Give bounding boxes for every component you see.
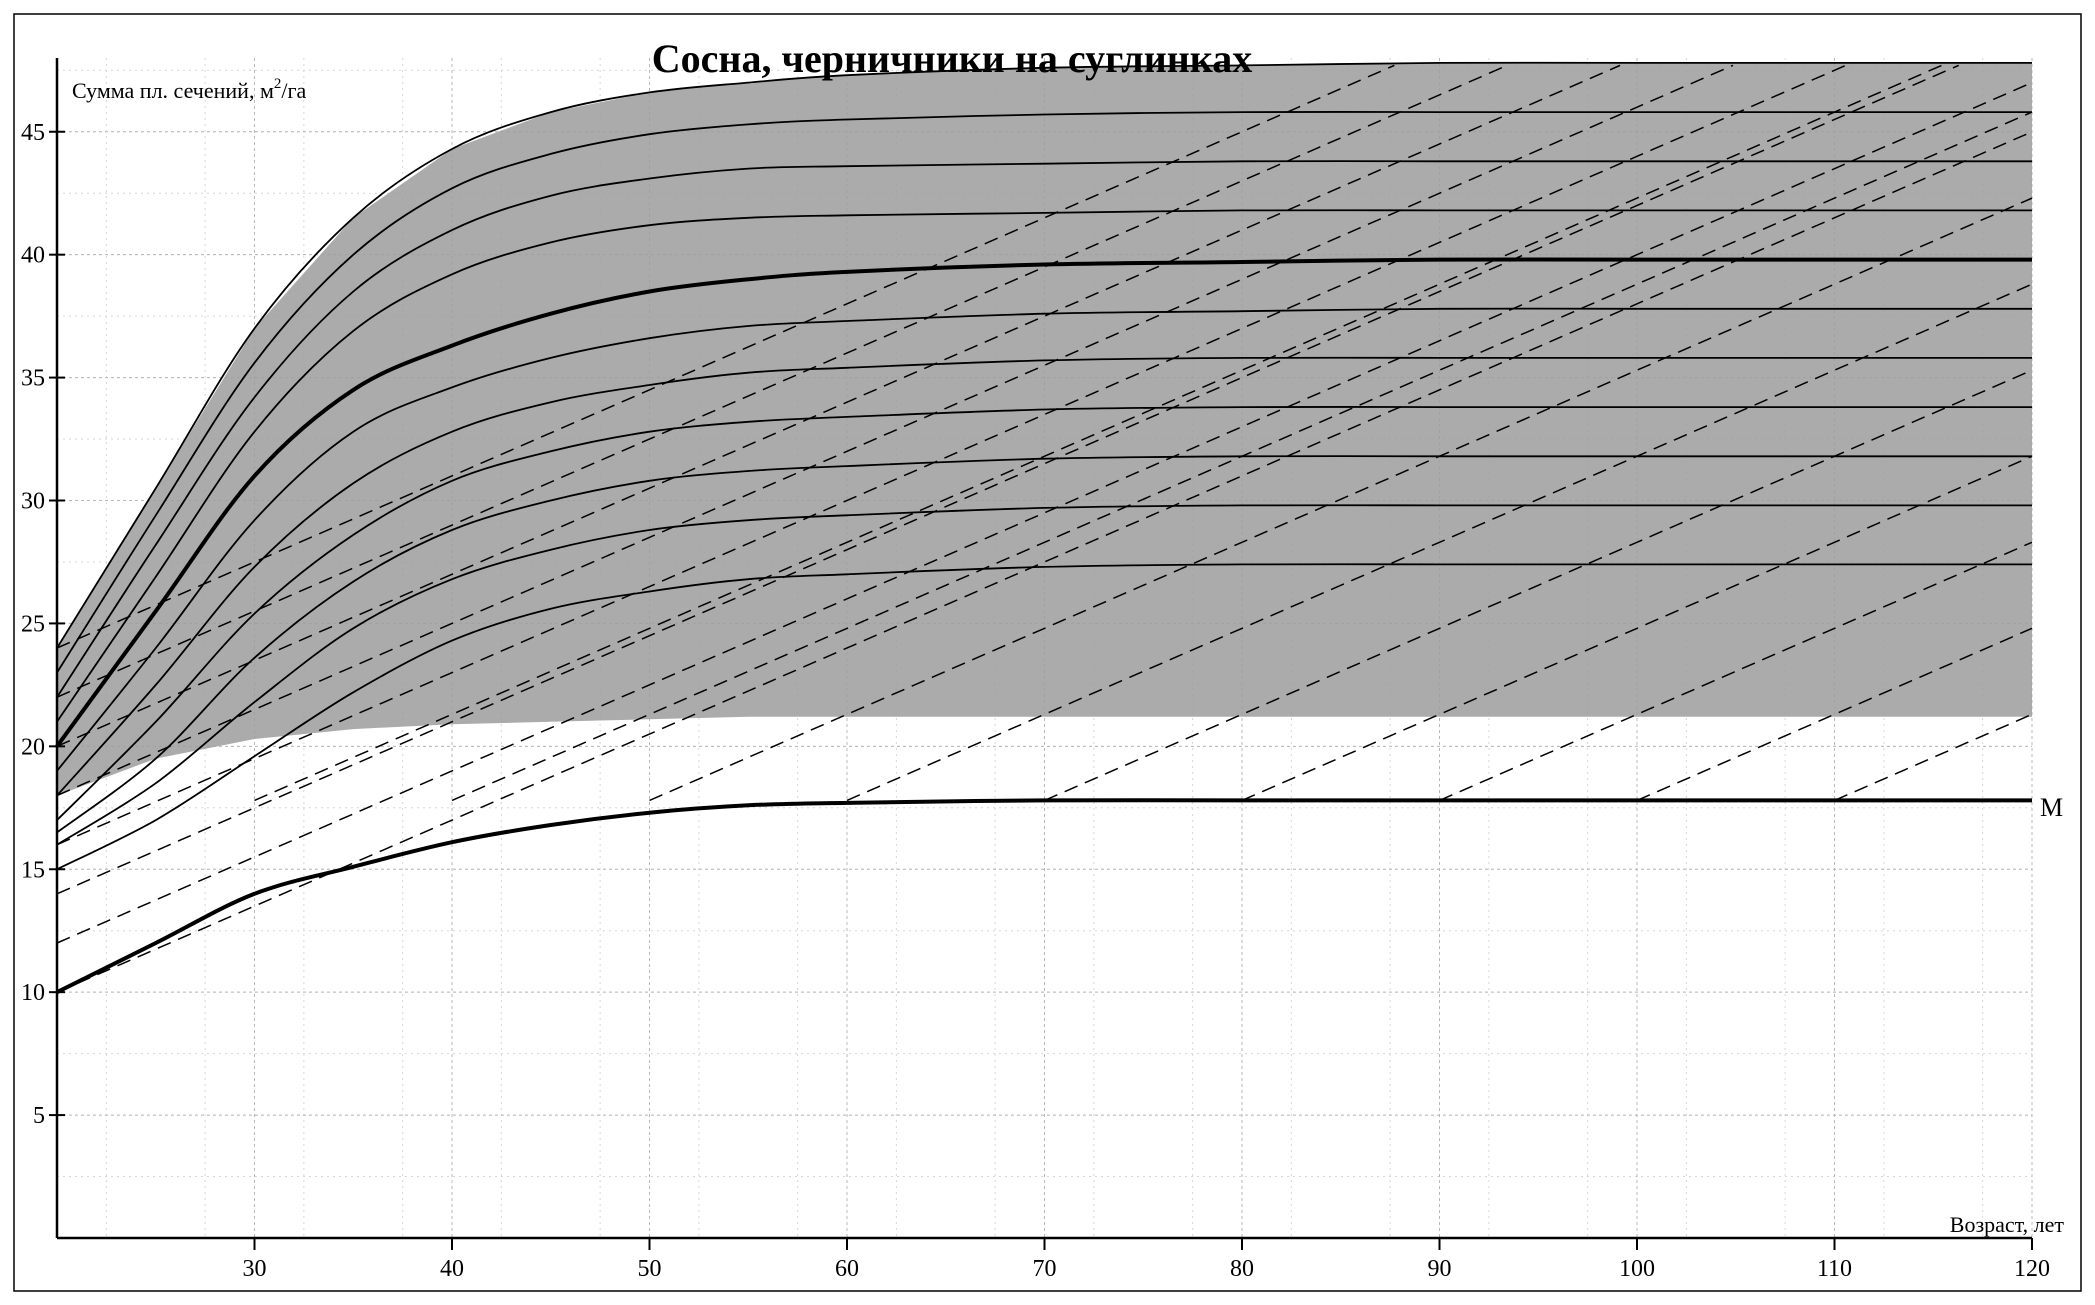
normal-density-curve (55, 257, 2032, 748)
dashed-line (1044, 369, 2033, 802)
y-tick-label: 10 (21, 980, 45, 1006)
x-tick-label: 80 (1230, 1256, 1254, 1282)
x-tick-label: 110 (1817, 1256, 1852, 1282)
density-curve (56, 563, 2032, 871)
dashed-line (1241, 455, 2033, 802)
density-curve (56, 111, 2032, 674)
shaded-band (57, 62, 2032, 796)
shaded-band-area (57, 62, 2032, 796)
y-tick-label: 45 (21, 120, 45, 146)
dashed-line (56, 64, 1847, 846)
x-tick-label: 120 (2014, 1256, 2050, 1282)
y-axis-label-main: Сумма пл. сечений, м (72, 78, 274, 103)
y-tick-label: 25 (21, 611, 45, 637)
x-tick-label: 50 (638, 1256, 662, 1282)
dashed-line (56, 64, 1734, 797)
x-axis-label: Возраст, лет (1950, 1212, 2065, 1237)
dashed-line (56, 64, 1621, 748)
density-curve (56, 504, 2032, 846)
minimum-curve-label: М (2040, 793, 2063, 822)
y-axis-label-sup: 2 (274, 76, 282, 92)
dashed-line (846, 283, 2033, 802)
x-tick-label: 40 (440, 1256, 464, 1282)
density-curve (56, 160, 2032, 698)
density-curve (56, 61, 2032, 649)
y-tick-label: 15 (21, 857, 45, 883)
y-tick-label: 30 (21, 489, 45, 515)
y-axis-label: Сумма пл. сечений, м2/га (72, 76, 307, 103)
dashed-line (56, 131, 2033, 993)
x-tick-label: 30 (243, 1256, 267, 1282)
dashed-line (56, 64, 1959, 895)
x-tick-label: 60 (835, 1256, 859, 1282)
dashed-line (1636, 627, 2033, 802)
density-curves (55, 61, 2033, 994)
chart-title: Сосна, черничники на суглинках (652, 36, 1252, 81)
y-tick-label: 5 (33, 1103, 45, 1129)
outer-frame (13, 13, 2082, 1292)
dashed-line (56, 81, 2033, 944)
density-curve (56, 209, 2032, 723)
dashed-line (1439, 541, 2033, 802)
axes: 30 40 50 60 70 80 90 100 110 120 5 10 15 20 25 30 35 40 45 (21, 58, 2050, 1282)
dashed-line (1834, 713, 2033, 802)
x-tick-label: 100 (1619, 1256, 1655, 1282)
y-axis-label-tail: /га (281, 78, 306, 103)
density-curve (56, 455, 2032, 834)
density-curve (56, 406, 2032, 821)
x-tick-label: 90 (1428, 1256, 1452, 1282)
x-tick-label: 70 (1033, 1256, 1057, 1282)
minimum-curve (56, 798, 2032, 994)
y-tick-label: 40 (21, 243, 45, 269)
y-tick-label: 20 (21, 734, 45, 760)
density-curve (56, 356, 2032, 797)
y-tick-label: 35 (21, 366, 45, 392)
dashed-line (649, 197, 2033, 802)
density-curve (56, 307, 2033, 772)
